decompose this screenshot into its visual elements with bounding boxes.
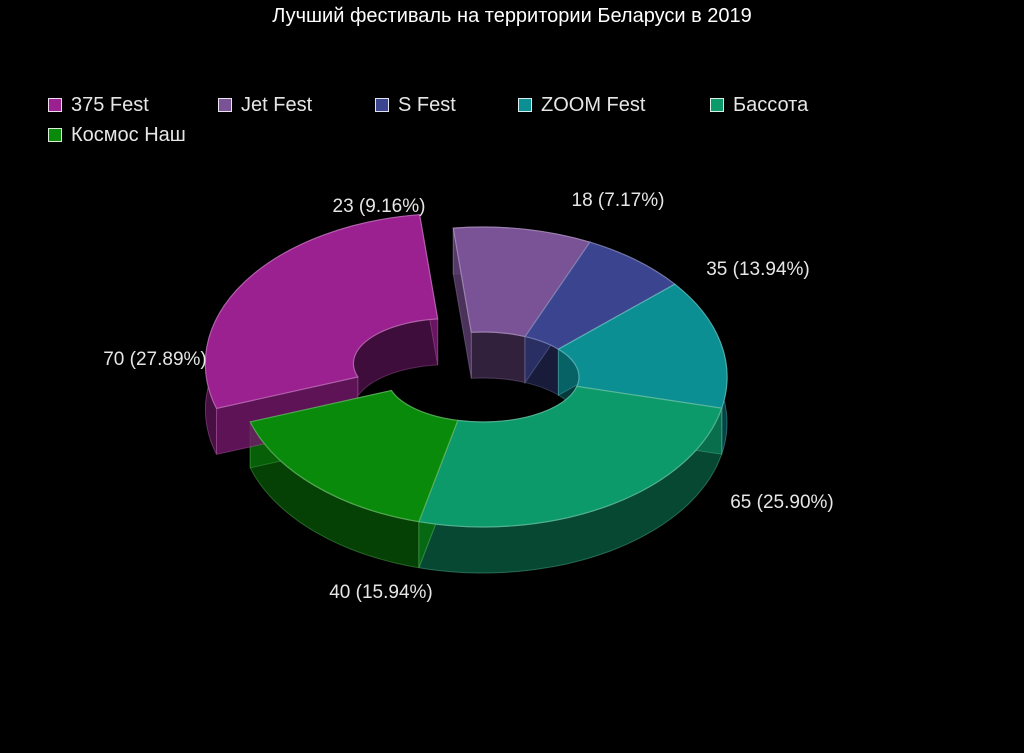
legend-swatch — [48, 98, 62, 112]
legend-label: Бассота — [733, 93, 809, 116]
chart-title: Лучший фестиваль на территории Беларуси … — [272, 5, 752, 27]
legend-swatch — [48, 128, 62, 142]
legend-item-s-fest[interactable]: S Fest — [375, 93, 456, 117]
legend-label: ZOOM Fest — [541, 93, 646, 116]
legend-swatch — [710, 98, 724, 112]
legend-swatch — [518, 98, 532, 112]
legend-swatch — [375, 98, 389, 112]
legend-label: Космос Наш — [71, 123, 186, 146]
pie-slice-бассота[interactable] — [418, 385, 723, 528]
legend-item-375-fest[interactable]: 375 Fest — [48, 93, 149, 117]
pie-top-layer — [204, 214, 728, 528]
legend-swatch — [218, 98, 232, 112]
data-label-космос-наш: 40 (15.94%) — [329, 582, 433, 603]
data-label-бассота: 65 (25.90%) — [730, 492, 834, 513]
legend-item-бассота[interactable]: Бассота — [710, 93, 808, 117]
pie-slice-375-fest[interactable] — [204, 214, 439, 410]
legend-label: 375 Fest — [71, 93, 149, 116]
legend-label: S Fest — [398, 93, 456, 116]
data-label-375-fest: 70 (27.89%) — [103, 349, 207, 370]
legend-item-космос-наш[interactable]: Космос Наш — [48, 123, 186, 147]
legend-item-zoom-fest[interactable]: ZOOM Fest — [518, 93, 645, 117]
data-label-zoom-fest: 35 (13.94%) — [706, 259, 810, 280]
legend-label: Jet Fest — [241, 93, 313, 116]
data-label-jet-fest: 23 (9.16%) — [333, 196, 426, 217]
data-label-s-fest: 18 (7.17%) — [572, 190, 665, 211]
pie-slice-космос-наш[interactable] — [249, 389, 459, 523]
pie-slice-zoom-fest[interactable] — [557, 283, 728, 409]
legend-item-jet-fest[interactable]: Jet Fest — [218, 93, 312, 117]
